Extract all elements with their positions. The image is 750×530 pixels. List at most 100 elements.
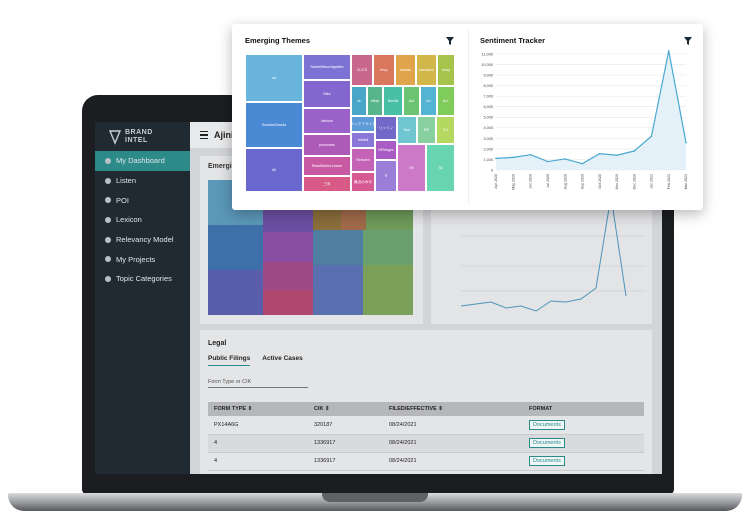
y-tick-label: 1,000	[483, 158, 493, 162]
data-point	[495, 157, 497, 160]
treemap-cell[interactable]: 三年	[303, 176, 351, 192]
treemap-cell[interactable]: poshmark	[303, 134, 351, 156]
treemap-cell[interactable]: adidas	[395, 54, 416, 86]
data-point	[581, 162, 584, 165]
person-icon	[105, 197, 111, 204]
treemap-cell[interactable]: ALL	[437, 86, 455, 116]
sidebar-item-label: Relevancy Model	[116, 235, 174, 245]
column-header-cik[interactable]: CIK ⇕	[308, 402, 383, 416]
y-tick-label: 3,000	[483, 137, 493, 141]
treemap-cell[interactable]: Rebuten	[351, 148, 375, 172]
table-row: 4 1336917 08/24/2021 Documents	[208, 434, 644, 453]
treemap-cell[interactable]: CLOTI	[351, 54, 373, 86]
treemap-cell[interactable]: Nordst	[383, 86, 403, 116]
model-icon	[105, 236, 111, 243]
sidebar-item-poi[interactable]: POI	[95, 190, 190, 210]
treemap-cell[interactable]: eBay	[367, 86, 383, 116]
documents-button[interactable]: Documents	[529, 438, 565, 448]
y-tick-label: 7,000	[483, 95, 493, 99]
treemap-cell[interactable]: nd	[245, 54, 303, 102]
sentiment-series-line	[495, 50, 687, 165]
tab-active-cases[interactable]: Active Cases	[262, 355, 303, 362]
treemap-cell[interactable]: dri	[420, 86, 437, 116]
cell-cik: 1336917	[308, 452, 383, 471]
sidebar-item-label: Listen	[116, 176, 137, 186]
sentiment-tracker-title: Sentiment Tracker	[480, 36, 546, 45]
treemap-cell[interactable]: Sk	[426, 144, 455, 192]
column-header-filed[interactable]: FILED/EFFECTIVE ⇕	[383, 402, 523, 416]
sidebar-item-topic-categories[interactable]: Topic Categories	[95, 269, 190, 289]
tab-public-filings[interactable]: Public Filings	[208, 355, 251, 366]
filter-icon[interactable]	[446, 37, 454, 45]
data-point	[616, 154, 618, 157]
dashboard-icon	[105, 157, 111, 164]
cell-format: Documents	[523, 434, 644, 453]
table-header-row: FORM TYPE ⇕ CIK ⇕ FILED/EFFECTIVE ⇕ FORM…	[208, 402, 644, 416]
filter-icon[interactable]	[684, 37, 692, 45]
treemap-cell[interactable]: NFMsgec	[375, 140, 397, 160]
data-point	[598, 152, 601, 155]
treemap-cell[interactable]: Aid	[403, 86, 420, 116]
data-point	[667, 50, 670, 52]
sidebar-item-listen[interactable]: Listen	[95, 171, 190, 191]
documents-button[interactable]: Documents	[529, 419, 565, 430]
hamburger-menu-icon[interactable]	[200, 130, 208, 140]
x-tick-label: Sep 2020	[581, 174, 585, 189]
treemap-cell[interactable]: sneakers	[416, 54, 437, 86]
laptop-notch	[322, 493, 428, 502]
treemap-cell[interactable]: Mattell	[351, 132, 375, 148]
treemap-cell[interactable]: All	[245, 148, 303, 192]
background-line-chart	[460, 195, 646, 312]
sidebar-item-label: POI	[116, 195, 129, 205]
x-tick-label: Aug 2020	[563, 174, 567, 189]
form-type-filter-input[interactable]	[208, 376, 308, 388]
treemap-cell[interactable]: fashion	[303, 108, 351, 134]
legal-tabs: Public Filings Active Cases	[208, 355, 303, 366]
cell-filed: 08/24/2021	[383, 434, 523, 453]
treemap-cell[interactable]: Nos	[397, 116, 417, 144]
treemap-cell[interactable]: SweetBlisschfgsaffor	[303, 54, 351, 80]
treemap-cell[interactable]: SneakerScouts	[245, 102, 303, 148]
y-tick-label: 0	[491, 168, 493, 172]
y-tick-label: 11,000	[482, 52, 493, 56]
sidebar-item-my-dashboard[interactable]: My Dashboard	[95, 151, 190, 171]
treemap-cell[interactable]: fmrp	[373, 54, 395, 86]
treemap-cell[interactable]: Nike	[303, 80, 351, 108]
logo-line-1: BRAND	[125, 129, 153, 136]
brand-logo-icon	[109, 130, 121, 145]
cell-form-type: 4	[208, 452, 308, 471]
sidebar-item-label: Topic Categories	[116, 274, 172, 284]
x-tick-label: May 2020	[511, 174, 515, 190]
y-tick-label: 4,000	[483, 126, 493, 130]
column-header-form-type[interactable]: FORM TYPE ⇕	[208, 402, 308, 416]
treemap-cell[interactable]: RetailMarinLeclave	[303, 156, 351, 176]
treemap-cell[interactable]: R	[375, 160, 397, 192]
data-point	[529, 153, 532, 156]
treemap-cell[interactable]: リットン	[375, 116, 397, 140]
treemap-cell[interactable]: 最近のみ今	[351, 172, 375, 192]
sidebar-item-lexicon[interactable]: Lexicon	[95, 210, 190, 230]
data-point	[564, 158, 566, 160]
treemap-cell[interactable]: Re	[397, 144, 426, 192]
sidebar-item-my-projects[interactable]: My Projects	[95, 249, 190, 269]
cell-format: Documents	[523, 452, 644, 471]
treemap-cell[interactable]: fa	[351, 86, 367, 116]
treemap-cell[interactable]: Ed	[436, 116, 455, 144]
brand-logo[interactable]: BRAND INTEL	[109, 126, 153, 148]
sidebar-item-relevancy-model[interactable]: Relevancy Model	[95, 230, 190, 250]
laptop-base	[8, 493, 742, 511]
cell-filed: 08/24/2021	[383, 416, 523, 435]
treemap-cell[interactable]: ebay	[437, 54, 455, 86]
treemap-cell[interactable]: RE	[417, 116, 436, 144]
cell-format: Documents	[523, 416, 644, 435]
table-row: 4 1336917 08/24/2021 Documents	[208, 452, 644, 471]
popup-widgets: Emerging Themes nd SneakerScouts All Swe…	[232, 24, 703, 210]
legal-section: Legal Public Filings Active Cases FORM T…	[200, 330, 652, 474]
documents-button[interactable]: Documents	[529, 456, 565, 466]
x-tick-label: Jan 2021	[650, 174, 654, 189]
sidebar-nav: My Dashboard Listen POI Lexicon Relevanc…	[95, 151, 190, 289]
headphones-icon	[105, 177, 111, 184]
treemap-cell[interactable]: ブラックフライデー	[351, 116, 375, 132]
cell-form-type: 4	[208, 434, 308, 453]
